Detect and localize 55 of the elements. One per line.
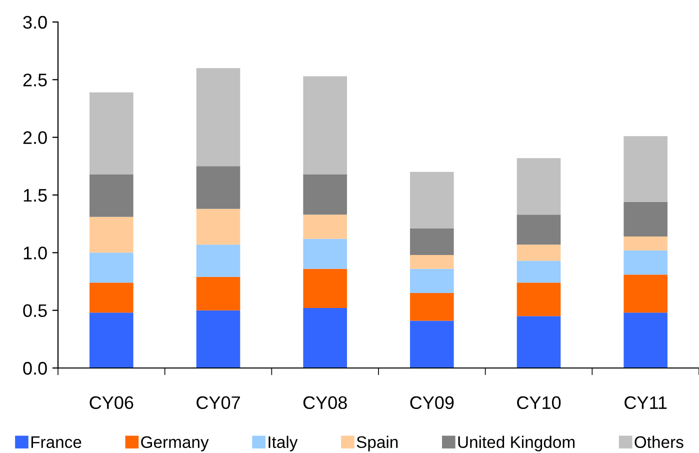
bar	[410, 254, 454, 269]
y-tick-label: 0.5	[23, 304, 47, 318]
bar	[196, 208, 240, 245]
legend-label: United Kingdom	[458, 436, 574, 452]
y-tick-label: 2.0	[23, 131, 47, 144]
bar	[196, 68, 240, 166]
bar	[90, 252, 134, 283]
bar	[410, 228, 454, 255]
y-tick-label: 0.0	[23, 362, 47, 375]
x-tick-label: CY10	[517, 396, 561, 410]
bar	[410, 172, 454, 228]
legend-label: Germany	[141, 436, 209, 452]
bar	[90, 216, 134, 253]
legend-label: Spain	[356, 436, 398, 452]
y-tick-label: 3.0	[23, 16, 47, 29]
x-tick-label: CY07	[196, 396, 240, 410]
bar	[624, 312, 668, 368]
bar	[303, 238, 347, 269]
bar	[90, 312, 134, 368]
bar	[516, 158, 561, 215]
bar	[90, 174, 134, 217]
bar	[303, 214, 347, 239]
y-tick-label: 1.0	[24, 246, 47, 260]
bar	[516, 282, 561, 316]
y-tick-label: 2.5	[23, 74, 47, 86]
bar	[303, 174, 347, 215]
bar	[303, 268, 347, 308]
bar	[624, 136, 668, 202]
bar	[90, 92, 134, 174]
bar	[516, 244, 561, 261]
legend-label: Others	[634, 436, 684, 448]
bar	[196, 310, 240, 368]
x-tick-label: CY06	[90, 396, 134, 410]
bar	[516, 316, 561, 368]
bar	[624, 202, 668, 237]
bar	[410, 268, 454, 294]
y-tick-label: 1.5	[24, 189, 47, 202]
bar	[196, 166, 240, 209]
x-tick-label: CY09	[410, 396, 454, 410]
legend-label: France	[31, 436, 82, 448]
bar	[410, 320, 454, 368]
x-tick-label: CY08	[303, 396, 347, 410]
x-tick-label: CY11	[624, 396, 667, 410]
bar	[624, 250, 668, 275]
bar	[90, 282, 134, 313]
bar	[410, 293, 454, 321]
legend-label: Italy	[268, 436, 298, 452]
bar	[516, 260, 561, 283]
bar	[516, 214, 561, 245]
bar	[196, 244, 240, 277]
bar	[303, 308, 347, 368]
bar	[196, 276, 240, 310]
bar	[303, 76, 347, 174]
bar	[624, 274, 668, 313]
bar	[624, 236, 668, 250]
